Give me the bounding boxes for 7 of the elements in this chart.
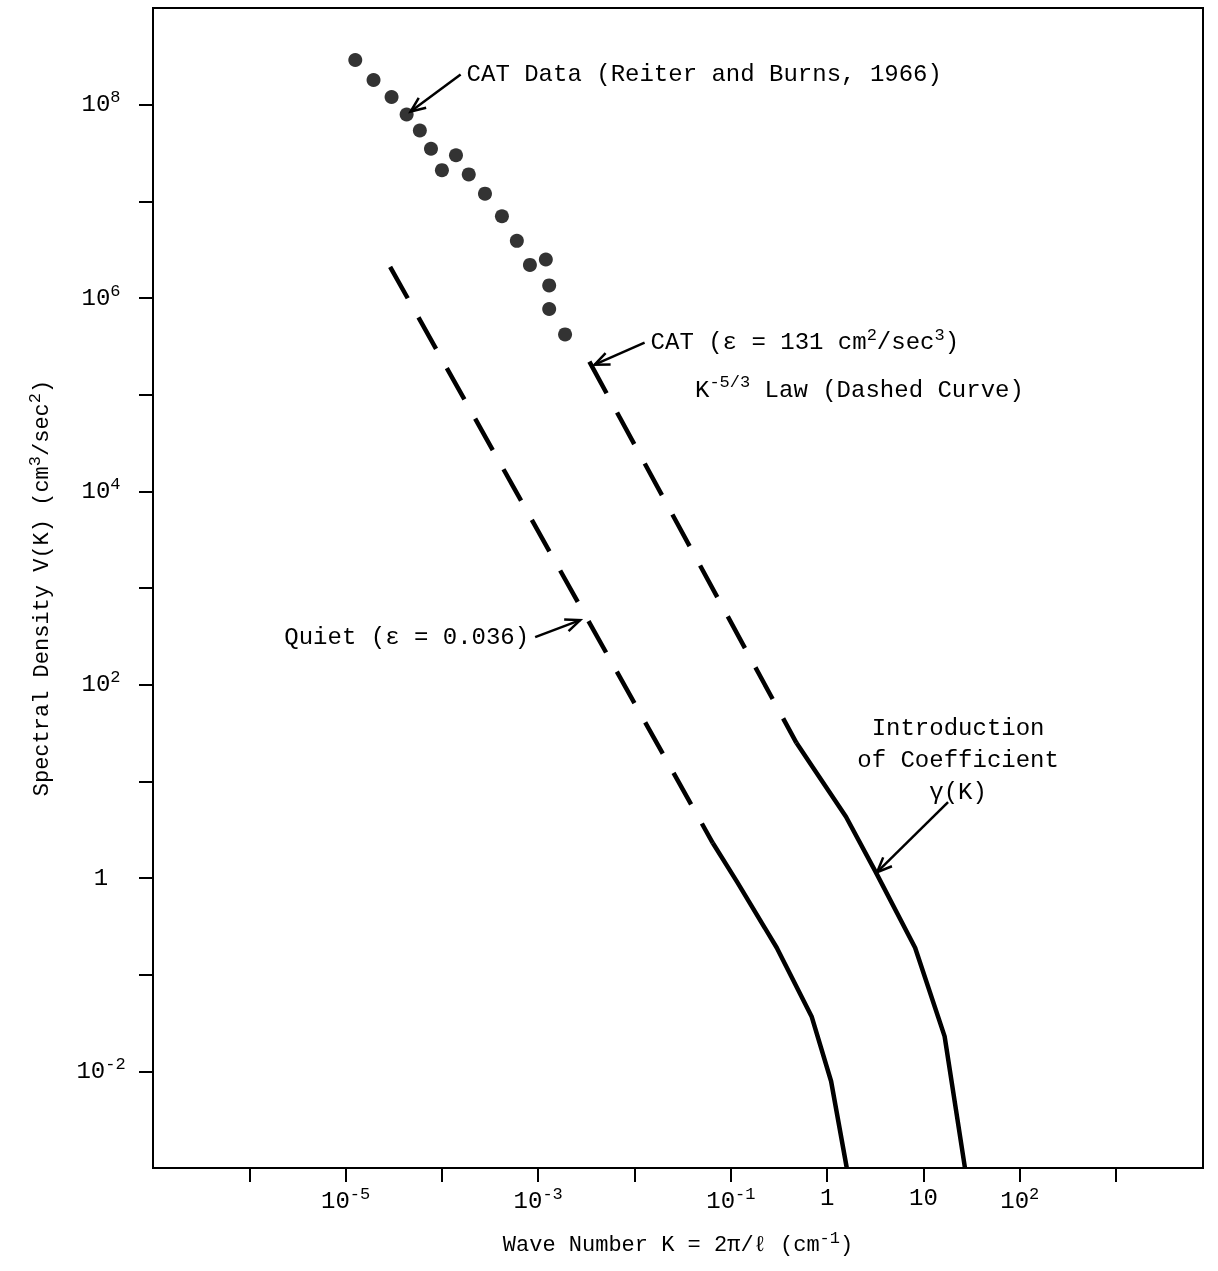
x-tick-label: 1 bbox=[819, 1184, 835, 1212]
y-tick-label: 1 bbox=[93, 864, 109, 892]
annotation: CAT Data (Reiter and Burns, 1966) bbox=[466, 61, 942, 89]
annotation: Introduction of Coefficient γ(K) bbox=[857, 714, 1059, 806]
annotation: Quiet (ε = 0.036) bbox=[284, 623, 530, 651]
x-tick-label: 10 bbox=[909, 1184, 938, 1212]
y-axis-title: Spectral Density V(K) (cm3/sec2) bbox=[26, 379, 55, 797]
